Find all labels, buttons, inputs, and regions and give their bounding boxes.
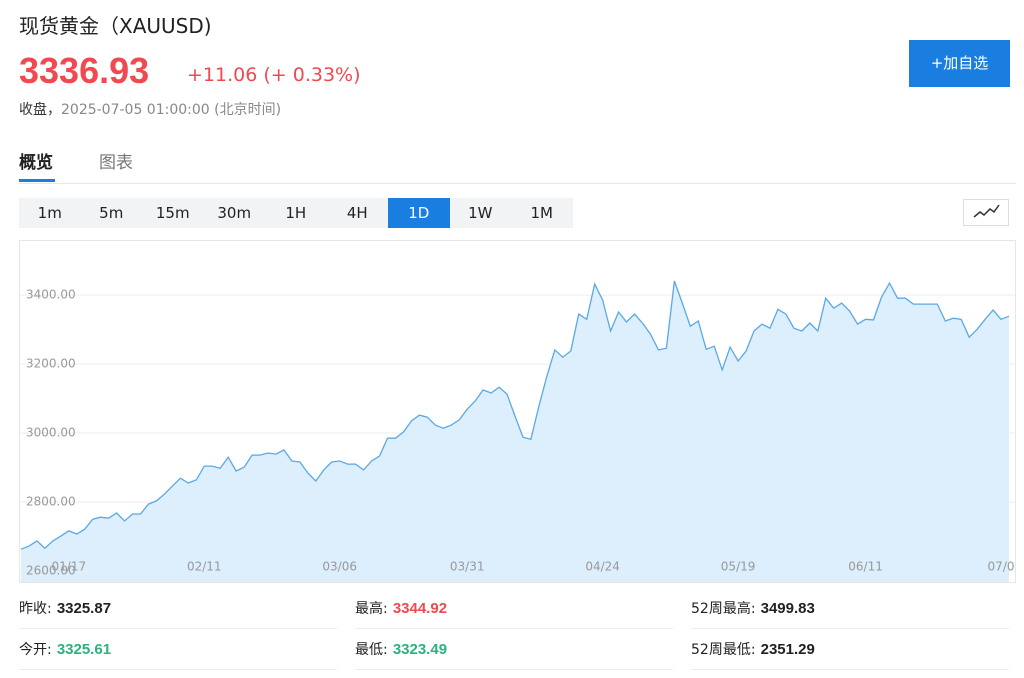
price-line [20,280,1010,550]
period-button[interactable]: 5m [99,204,124,222]
tab-underline [19,179,55,182]
x-tick-label: 03/06 [322,560,357,574]
x-tick-label: 01/17 [52,560,87,574]
chart: 2600.00 2800.00 3000.00 3200.00 3400.00 01/17… [19,240,1016,583]
stats-row: 今开: 3325.61 最低: 3323.49 52周最低: 2351.29 [19,629,1016,670]
price: 3336.93 [19,50,150,91]
stat: 昨收: 3325.87 [19,588,337,629]
stat-label: 最高: [355,601,388,617]
icon [973,204,1000,218]
x-tick-label: 05/19 [721,560,756,574]
chart-type-button[interactable] [963,199,1009,226]
separator [19,183,1016,184]
time: 收盘，2025-07-05 01:00:00 (北京时间) [19,99,281,119]
period-button[interactable]: 1M [530,204,554,222]
stat-label: 52周最低: [691,642,756,658]
tab[interactable]: 概览 [19,153,53,173]
y-tick-label: 2600.00 [26,563,76,577]
area-fill [21,281,1009,582]
y-tick-label: 2800.00 [26,494,76,508]
period-button[interactable]: 1D [388,198,450,228]
y-tick-label: 3200.00 [26,357,76,371]
x-tick-label: 02/11 [187,560,222,574]
stat-label: 昨收: [19,601,52,617]
period-button[interactable]: 1H [285,204,307,222]
stat-value: 3323.49 [392,641,448,658]
y-tick-label: 3000.00 [26,426,76,440]
stat-value: 3325.61 [56,641,112,658]
stat: 52周最高: 3499.83 [691,588,1009,629]
change-value: +11.06 [187,64,258,86]
period-button[interactable]: 15m [155,204,190,222]
add-watchlist-button[interactable]: +加自选 [909,40,1010,87]
stat: 今开: 3325.61 [19,629,337,670]
period-button[interactable]: 4H [346,204,368,222]
x-tick-label: 04/24 [585,560,620,574]
period-button[interactable]: 1W [468,204,493,222]
change-pct: (+ 0.33%) [263,64,361,86]
stat-value: 2351.29 [760,641,815,658]
stat-value: 3325.87 [56,600,112,617]
x-tick-label: 07/0 [988,560,1015,574]
y-tick-label: 3400.00 [26,288,76,302]
period-button[interactable]: 1m [37,204,62,222]
stat-label: 最低: [355,642,388,658]
status: 收盘， [19,102,61,118]
stats-row: 昨收: 3325.87 最高: 3344.92 52周最高: 3499.83 [19,588,1016,629]
stat-value: 3499.83 [760,600,815,617]
tab[interactable]: 图表 [99,153,133,173]
change: +11.06 (+ 0.33%) [187,64,361,86]
stat-value: 3344.92 [392,600,448,617]
title: 现货黄金（XAUUSD) [19,14,212,38]
x-tick-label: 03/31 [450,560,485,574]
stat: 最低: 3323.49 [355,629,673,670]
stat-label: 52周最高: [691,601,756,617]
period-bar: 1m 5m 15m 30m 1H 4H 1D 1W 1M [19,198,573,228]
timestamp: 2025-07-05 01:00:00 [61,102,210,118]
stat: 最高: 3344.92 [355,588,673,629]
stat: 52周最低: 2351.29 [691,629,1009,670]
stat-label: 今开: [19,642,52,658]
period-button[interactable]: 30m [217,204,252,222]
timezone: (北京时间) [214,102,282,118]
x-tick-label: 06/11 [848,560,883,574]
